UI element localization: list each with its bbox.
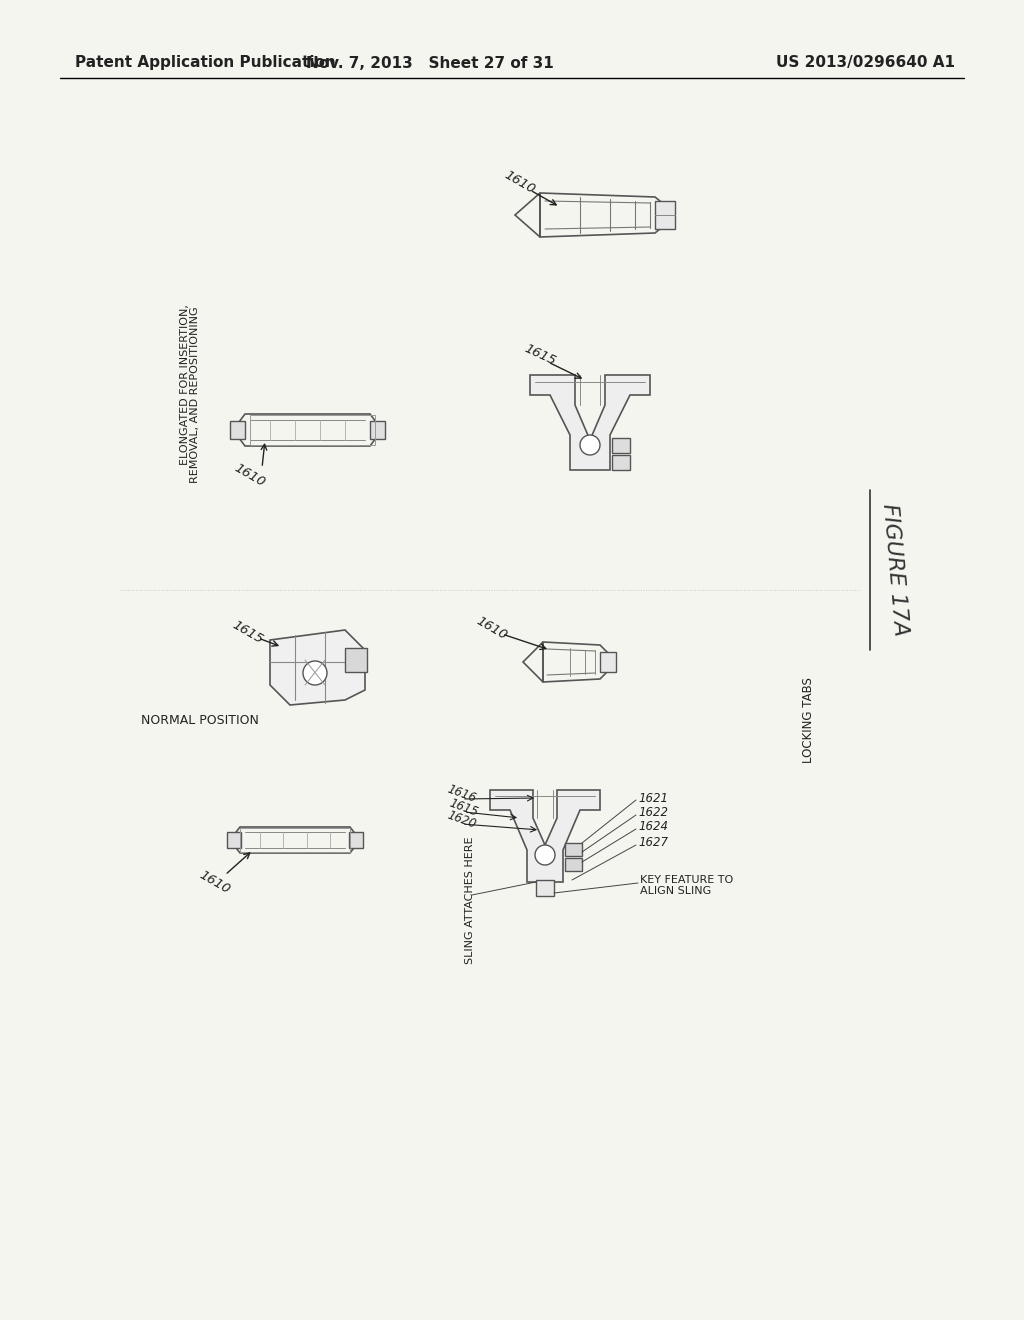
Text: 1627: 1627 xyxy=(638,836,668,849)
Polygon shape xyxy=(270,630,365,705)
Bar xyxy=(349,832,362,847)
Text: 1615: 1615 xyxy=(447,797,480,820)
Text: 1616: 1616 xyxy=(445,783,478,805)
Bar xyxy=(655,201,675,228)
Bar xyxy=(612,455,630,470)
Text: 1615: 1615 xyxy=(230,618,266,645)
Polygon shape xyxy=(530,375,650,470)
Polygon shape xyxy=(490,789,600,882)
Text: ELONGATED FOR INSERTION,: ELONGATED FOR INSERTION, xyxy=(180,305,190,466)
Bar xyxy=(370,421,385,440)
Text: 1624: 1624 xyxy=(638,820,668,833)
Text: Nov. 7, 2013   Sheet 27 of 31: Nov. 7, 2013 Sheet 27 of 31 xyxy=(306,55,554,70)
Text: KEY FEATURE TO: KEY FEATURE TO xyxy=(640,875,733,884)
Text: 1621: 1621 xyxy=(638,792,668,804)
Circle shape xyxy=(580,436,600,455)
Bar xyxy=(600,652,616,672)
Text: REMOVAL, AND REPOSITIONING: REMOVAL, AND REPOSITIONING xyxy=(190,306,200,483)
Text: US 2013/0296640 A1: US 2013/0296640 A1 xyxy=(776,55,955,70)
Text: 1610: 1610 xyxy=(474,614,510,642)
Text: 1610: 1610 xyxy=(232,461,267,488)
Text: Patent Application Publication: Patent Application Publication xyxy=(75,55,336,70)
Text: ALIGN SLING: ALIGN SLING xyxy=(640,886,712,896)
Circle shape xyxy=(535,845,555,865)
Text: 1610: 1610 xyxy=(502,168,538,195)
Text: 1615: 1615 xyxy=(522,342,558,368)
Bar xyxy=(230,421,245,440)
Circle shape xyxy=(303,661,327,685)
Bar xyxy=(345,648,367,672)
Bar xyxy=(565,843,582,855)
Bar xyxy=(612,438,630,453)
Bar xyxy=(536,880,554,896)
Bar xyxy=(565,858,582,871)
Text: NORMAL POSITION: NORMAL POSITION xyxy=(141,714,259,726)
Bar xyxy=(240,828,350,851)
Bar xyxy=(250,414,375,445)
Text: 1620: 1620 xyxy=(445,809,478,832)
Text: SLING ATTACHES HERE: SLING ATTACHES HERE xyxy=(465,837,475,964)
Text: FIGURE 17A: FIGURE 17A xyxy=(880,503,910,638)
Text: 1622: 1622 xyxy=(638,805,668,818)
Bar xyxy=(227,832,241,847)
Text: LOCKING TABS: LOCKING TABS xyxy=(802,677,814,763)
Text: 1610: 1610 xyxy=(198,869,232,896)
